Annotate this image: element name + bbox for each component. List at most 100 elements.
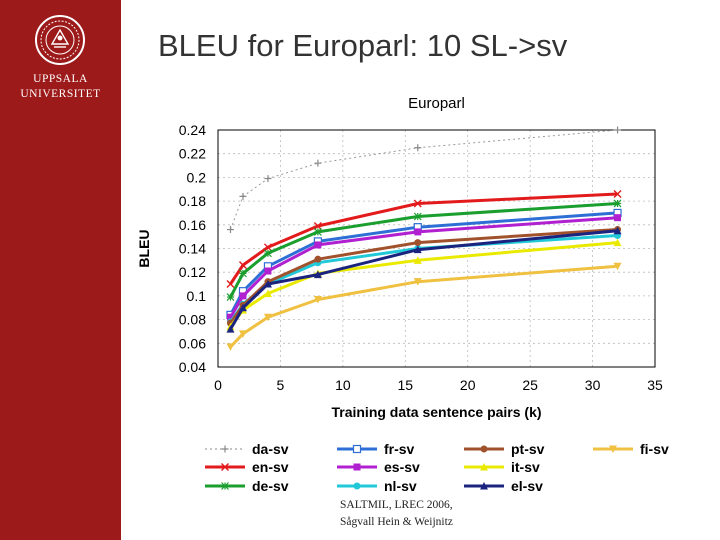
x-tick-label: 25 (522, 377, 538, 393)
slide-title: BLEU for Europarl: 10 SL->sv (158, 28, 568, 63)
data-point (264, 267, 272, 275)
y-tick-label: 0.1 (187, 288, 207, 304)
x-tick-label: 0 (214, 377, 222, 393)
legend-label: es-sv (384, 459, 420, 475)
data-point (613, 199, 622, 208)
data-point (238, 330, 247, 338)
y-tick-label: 0.18 (179, 193, 206, 209)
data-point (226, 293, 235, 302)
data-point (414, 144, 422, 152)
y-tick-label: 0.22 (179, 146, 206, 162)
y-axis-label: BLEU (136, 229, 152, 267)
x-tick-label: 35 (647, 377, 663, 393)
data-point (264, 175, 272, 183)
legend-marker (221, 482, 229, 490)
legend-marker (352, 444, 362, 454)
series-line-da-sv (230, 129, 618, 230)
series-el-sv (226, 226, 622, 333)
legend-marker (353, 463, 361, 471)
data-point (614, 126, 622, 134)
series-line-fi-sv (229, 264, 618, 348)
data-point (239, 192, 247, 200)
data-point (613, 189, 622, 198)
plot-frame (217, 129, 656, 368)
x-tick-label: 5 (277, 377, 285, 393)
data-point (313, 270, 322, 279)
legend-marker (353, 482, 361, 490)
data-point (314, 255, 322, 263)
university-seal-icon (35, 15, 85, 65)
data-point (414, 228, 422, 236)
legend-label: fr-sv (384, 441, 415, 457)
legend-entry-nl-sv: nl-sv (337, 478, 417, 494)
chart-title: Europarl (408, 95, 465, 112)
x-tick-label: 30 (585, 377, 601, 393)
series-en-sv (226, 189, 622, 289)
data-point (226, 313, 234, 321)
data-point (314, 241, 322, 249)
legend-entry-it-sv: it-sv (464, 459, 540, 475)
university-name-line2: UNIVERSITET (20, 88, 101, 100)
data-point (226, 343, 235, 351)
footer-citation: SALTMIL, LREC 2006, Sågvall Hein & Weijn… (340, 497, 540, 531)
y-tick-label: 0.2 (187, 169, 207, 185)
data-point (414, 239, 422, 247)
data-point (226, 280, 235, 289)
legend-entry-fr-sv: fr-sv (337, 441, 415, 457)
data-point (238, 261, 247, 270)
series-de-sv (226, 199, 622, 302)
legend-marker (609, 445, 617, 453)
x-tick-label: 10 (335, 377, 351, 393)
legend-marker (480, 482, 488, 490)
x-tick-label: 15 (397, 377, 413, 393)
legend-marker (221, 463, 229, 471)
bleu-line-chart: Europarl 0.04 0.06 0.08 0.1 0.12 0.14 0.16 0.18 0… (136, 95, 669, 494)
data-point (413, 212, 422, 221)
legend-entry-fi-sv: fi-sv (593, 441, 669, 457)
data-point (313, 221, 322, 230)
data-point (613, 238, 622, 247)
data-point (238, 303, 247, 312)
legend-label: el-sv (511, 478, 543, 494)
footer-line1: SALTMIL, LREC 2006, (340, 499, 453, 511)
university-name: UPPSALA UNIVERSITET (0, 72, 121, 102)
legend-label: pt-sv (511, 441, 545, 457)
legend-label: fi-sv (640, 441, 669, 457)
series-fr-sv (226, 208, 622, 319)
footer-line2: Sågvall Hein & Weijnitz (340, 516, 453, 528)
series-line-de-sv (229, 202, 618, 298)
data-point (239, 269, 247, 278)
y-tick-label: 0.12 (179, 264, 206, 280)
legend-label: en-sv (252, 459, 289, 475)
university-name-line1: UPPSALA (33, 73, 88, 85)
legend-label: nl-sv (384, 478, 417, 494)
y-tick-label: 0.16 (179, 217, 206, 233)
x-tick-label: 20 (460, 377, 476, 393)
y-tick-label: 0.14 (179, 241, 206, 257)
sidebar: UPPSALA UNIVERSITET (0, 0, 121, 540)
x-axis-label: Training data sentence pairs (k) (331, 404, 541, 420)
y-tick-label: 0.24 (179, 122, 206, 138)
legend-label: de-sv (252, 478, 289, 494)
series-line-fr-sv (229, 211, 618, 316)
y-tick-label: 0.08 (179, 312, 206, 328)
data-point (413, 245, 422, 254)
data-point (226, 325, 235, 333)
data-point (413, 256, 422, 264)
y-tick-label: 0.06 (179, 335, 206, 351)
y-tick-label: 0.04 (179, 359, 206, 375)
legend-entry-pt-sv: pt-sv (464, 441, 545, 457)
series-line-es-sv (229, 216, 618, 318)
legend-entry-en-sv: en-sv (205, 459, 289, 475)
data-point (263, 289, 272, 298)
series-line-en-sv (229, 192, 618, 285)
series-es-sv (226, 214, 622, 321)
legend-marker (480, 445, 488, 453)
data-point (313, 295, 322, 304)
data-point (263, 243, 272, 252)
series-da-sv (226, 126, 622, 234)
data-point (613, 226, 622, 235)
data-point (264, 249, 272, 258)
legend-marker (221, 445, 229, 453)
data-point (613, 262, 622, 271)
